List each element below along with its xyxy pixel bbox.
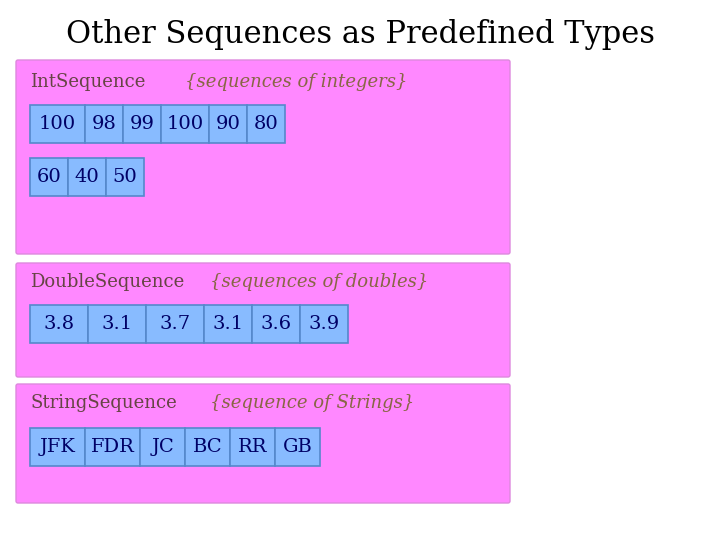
Text: 3.9: 3.9 <box>308 315 340 333</box>
FancyBboxPatch shape <box>16 384 510 503</box>
Text: 50: 50 <box>112 168 138 186</box>
Text: JFK: JFK <box>40 438 76 456</box>
Text: {sequences of integers}: {sequences of integers} <box>185 73 408 91</box>
Text: IntSequence: IntSequence <box>30 73 145 91</box>
FancyBboxPatch shape <box>161 105 209 143</box>
Text: Other Sequences as Predefined Types: Other Sequences as Predefined Types <box>66 19 654 51</box>
FancyBboxPatch shape <box>230 428 275 466</box>
Text: 100: 100 <box>39 115 76 133</box>
FancyBboxPatch shape <box>106 158 144 196</box>
Text: {sequence of Strings}: {sequence of Strings} <box>210 394 415 412</box>
FancyBboxPatch shape <box>88 305 146 343</box>
Text: RR: RR <box>238 438 267 456</box>
FancyBboxPatch shape <box>252 305 300 343</box>
Text: JC: JC <box>151 438 174 456</box>
FancyBboxPatch shape <box>247 105 285 143</box>
FancyBboxPatch shape <box>30 428 85 466</box>
FancyBboxPatch shape <box>204 305 252 343</box>
Text: 99: 99 <box>130 115 155 133</box>
Text: 3.1: 3.1 <box>102 315 132 333</box>
FancyBboxPatch shape <box>185 428 230 466</box>
Text: 3.6: 3.6 <box>261 315 292 333</box>
FancyBboxPatch shape <box>30 105 85 143</box>
Text: 100: 100 <box>166 115 204 133</box>
FancyBboxPatch shape <box>16 60 510 254</box>
FancyBboxPatch shape <box>30 305 88 343</box>
FancyBboxPatch shape <box>275 428 320 466</box>
FancyBboxPatch shape <box>146 305 204 343</box>
FancyBboxPatch shape <box>300 305 348 343</box>
FancyBboxPatch shape <box>209 105 247 143</box>
Text: DoubleSequence: DoubleSequence <box>30 273 184 291</box>
Text: 40: 40 <box>75 168 99 186</box>
Text: BC: BC <box>193 438 222 456</box>
FancyBboxPatch shape <box>140 428 185 466</box>
FancyBboxPatch shape <box>85 428 140 466</box>
Text: 80: 80 <box>253 115 279 133</box>
FancyBboxPatch shape <box>30 158 68 196</box>
FancyBboxPatch shape <box>68 158 106 196</box>
Text: StringSequence: StringSequence <box>30 394 176 412</box>
Text: 98: 98 <box>91 115 117 133</box>
Text: 3.7: 3.7 <box>159 315 191 333</box>
Text: 3.1: 3.1 <box>212 315 243 333</box>
Text: 60: 60 <box>37 168 61 186</box>
Text: 3.8: 3.8 <box>43 315 75 333</box>
Text: FDR: FDR <box>91 438 135 456</box>
FancyBboxPatch shape <box>85 105 123 143</box>
Text: GB: GB <box>282 438 312 456</box>
FancyBboxPatch shape <box>16 263 510 377</box>
Text: 90: 90 <box>215 115 240 133</box>
FancyBboxPatch shape <box>123 105 161 143</box>
Text: {sequences of doubles}: {sequences of doubles} <box>210 273 428 291</box>
